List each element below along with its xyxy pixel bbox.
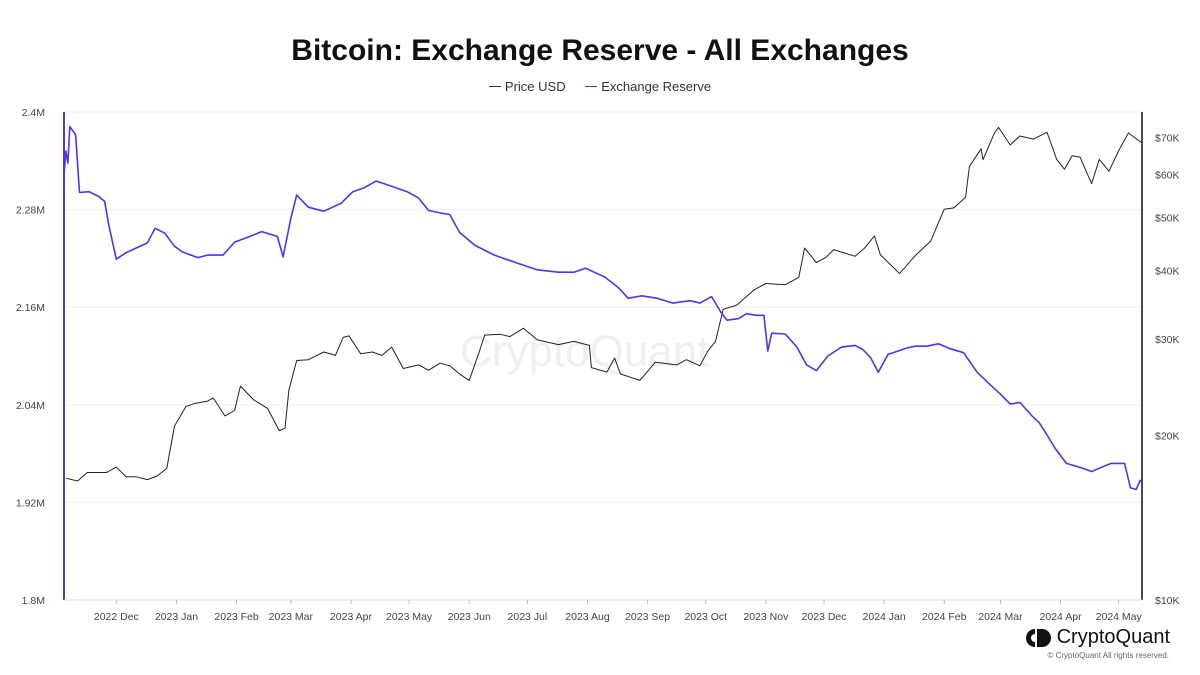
legend: Price USD Exchange Reserve (0, 79, 1200, 94)
copyright-text: © CryptoQuant All rights reserved. (1047, 651, 1170, 660)
x-tick-label: 2024 Feb (922, 611, 967, 623)
legend-swatch-reserve (585, 86, 598, 88)
y-left-tick-label: 2.28M (16, 205, 45, 217)
y-left-tick-label: 2.04M (16, 400, 45, 412)
y-right-tick-label: $30K (1155, 334, 1180, 346)
series-lines (63, 125, 1143, 491)
series-line-exchange-reserve (63, 125, 1143, 491)
y-right-tick-label: $40K (1155, 266, 1180, 278)
x-tick-label: 2023 Jan (155, 611, 198, 623)
legend-item-price[interactable]: Price USD (488, 79, 566, 94)
x-tick-label: 2023 Aug (565, 611, 610, 623)
x-tick-label: 2023 Dec (802, 611, 847, 623)
x-axis: 2022 Dec 2023 Jan 2023 Feb 2023 Mar 2023 Apr… (64, 599, 1143, 623)
chart-title: Bitcoin: Exchange Reserve - All Exchange… (291, 34, 909, 67)
y-right-tick-label: $70K (1155, 133, 1180, 145)
y-left-tick-label: 1.8M (22, 595, 45, 607)
x-tick-label: 2023 Jun (448, 611, 491, 623)
legend-label-price: Price USD (504, 79, 566, 94)
x-tick-label: 2024 May (1096, 611, 1143, 623)
x-tick-label: 2024 Mar (978, 611, 1023, 623)
y-left-tick-label: 2.16M (16, 302, 45, 314)
x-tick-label: 2023 Nov (743, 611, 789, 623)
legend-label-reserve: Exchange Reserve (601, 79, 712, 94)
grid-lines (64, 111, 1142, 601)
y-right-tick-label: $10K (1155, 595, 1180, 607)
x-tick-label: 2024 Apr (1040, 611, 1083, 623)
brand: CryptoQuant (1025, 626, 1170, 649)
legend-item-reserve[interactable]: Exchange Reserve (585, 79, 711, 94)
x-tick-label: 2023 Apr (330, 611, 373, 623)
y-right-tick-label: $20K (1155, 430, 1180, 442)
y-right-tick-label: $50K (1155, 213, 1180, 225)
x-tick-label: 2023 Feb (214, 611, 259, 623)
x-tick-label: 2023 May (386, 611, 433, 623)
cryptoquant-logo-icon (1025, 628, 1051, 647)
y-left-tick-label: 1.92M (16, 497, 45, 509)
x-tick-label: 2023 Oct (684, 611, 727, 623)
x-tick-label: 2022 Dec (94, 611, 139, 623)
left-axis: 2.4M 2.28M 2.16M 2.04M 1.92M 1.8M (16, 107, 65, 607)
legend-swatch-price (488, 86, 501, 88)
y-left-tick-label: 2.4M (22, 107, 45, 119)
x-tick-label: 2024 Jan (863, 611, 906, 623)
x-tick-label: 2023 Sep (625, 611, 670, 623)
y-right-tick-label: $60K (1155, 169, 1180, 181)
series-line-price-usd (65, 126, 1143, 482)
x-tick-label: 2023 Jul (508, 611, 548, 623)
x-tick-label: 2023 Mar (269, 611, 314, 623)
brand-name: CryptoQuant (1056, 626, 1170, 648)
right-axis: $70K $60K $50K $40K $30K $20K $10K (1141, 112, 1180, 607)
